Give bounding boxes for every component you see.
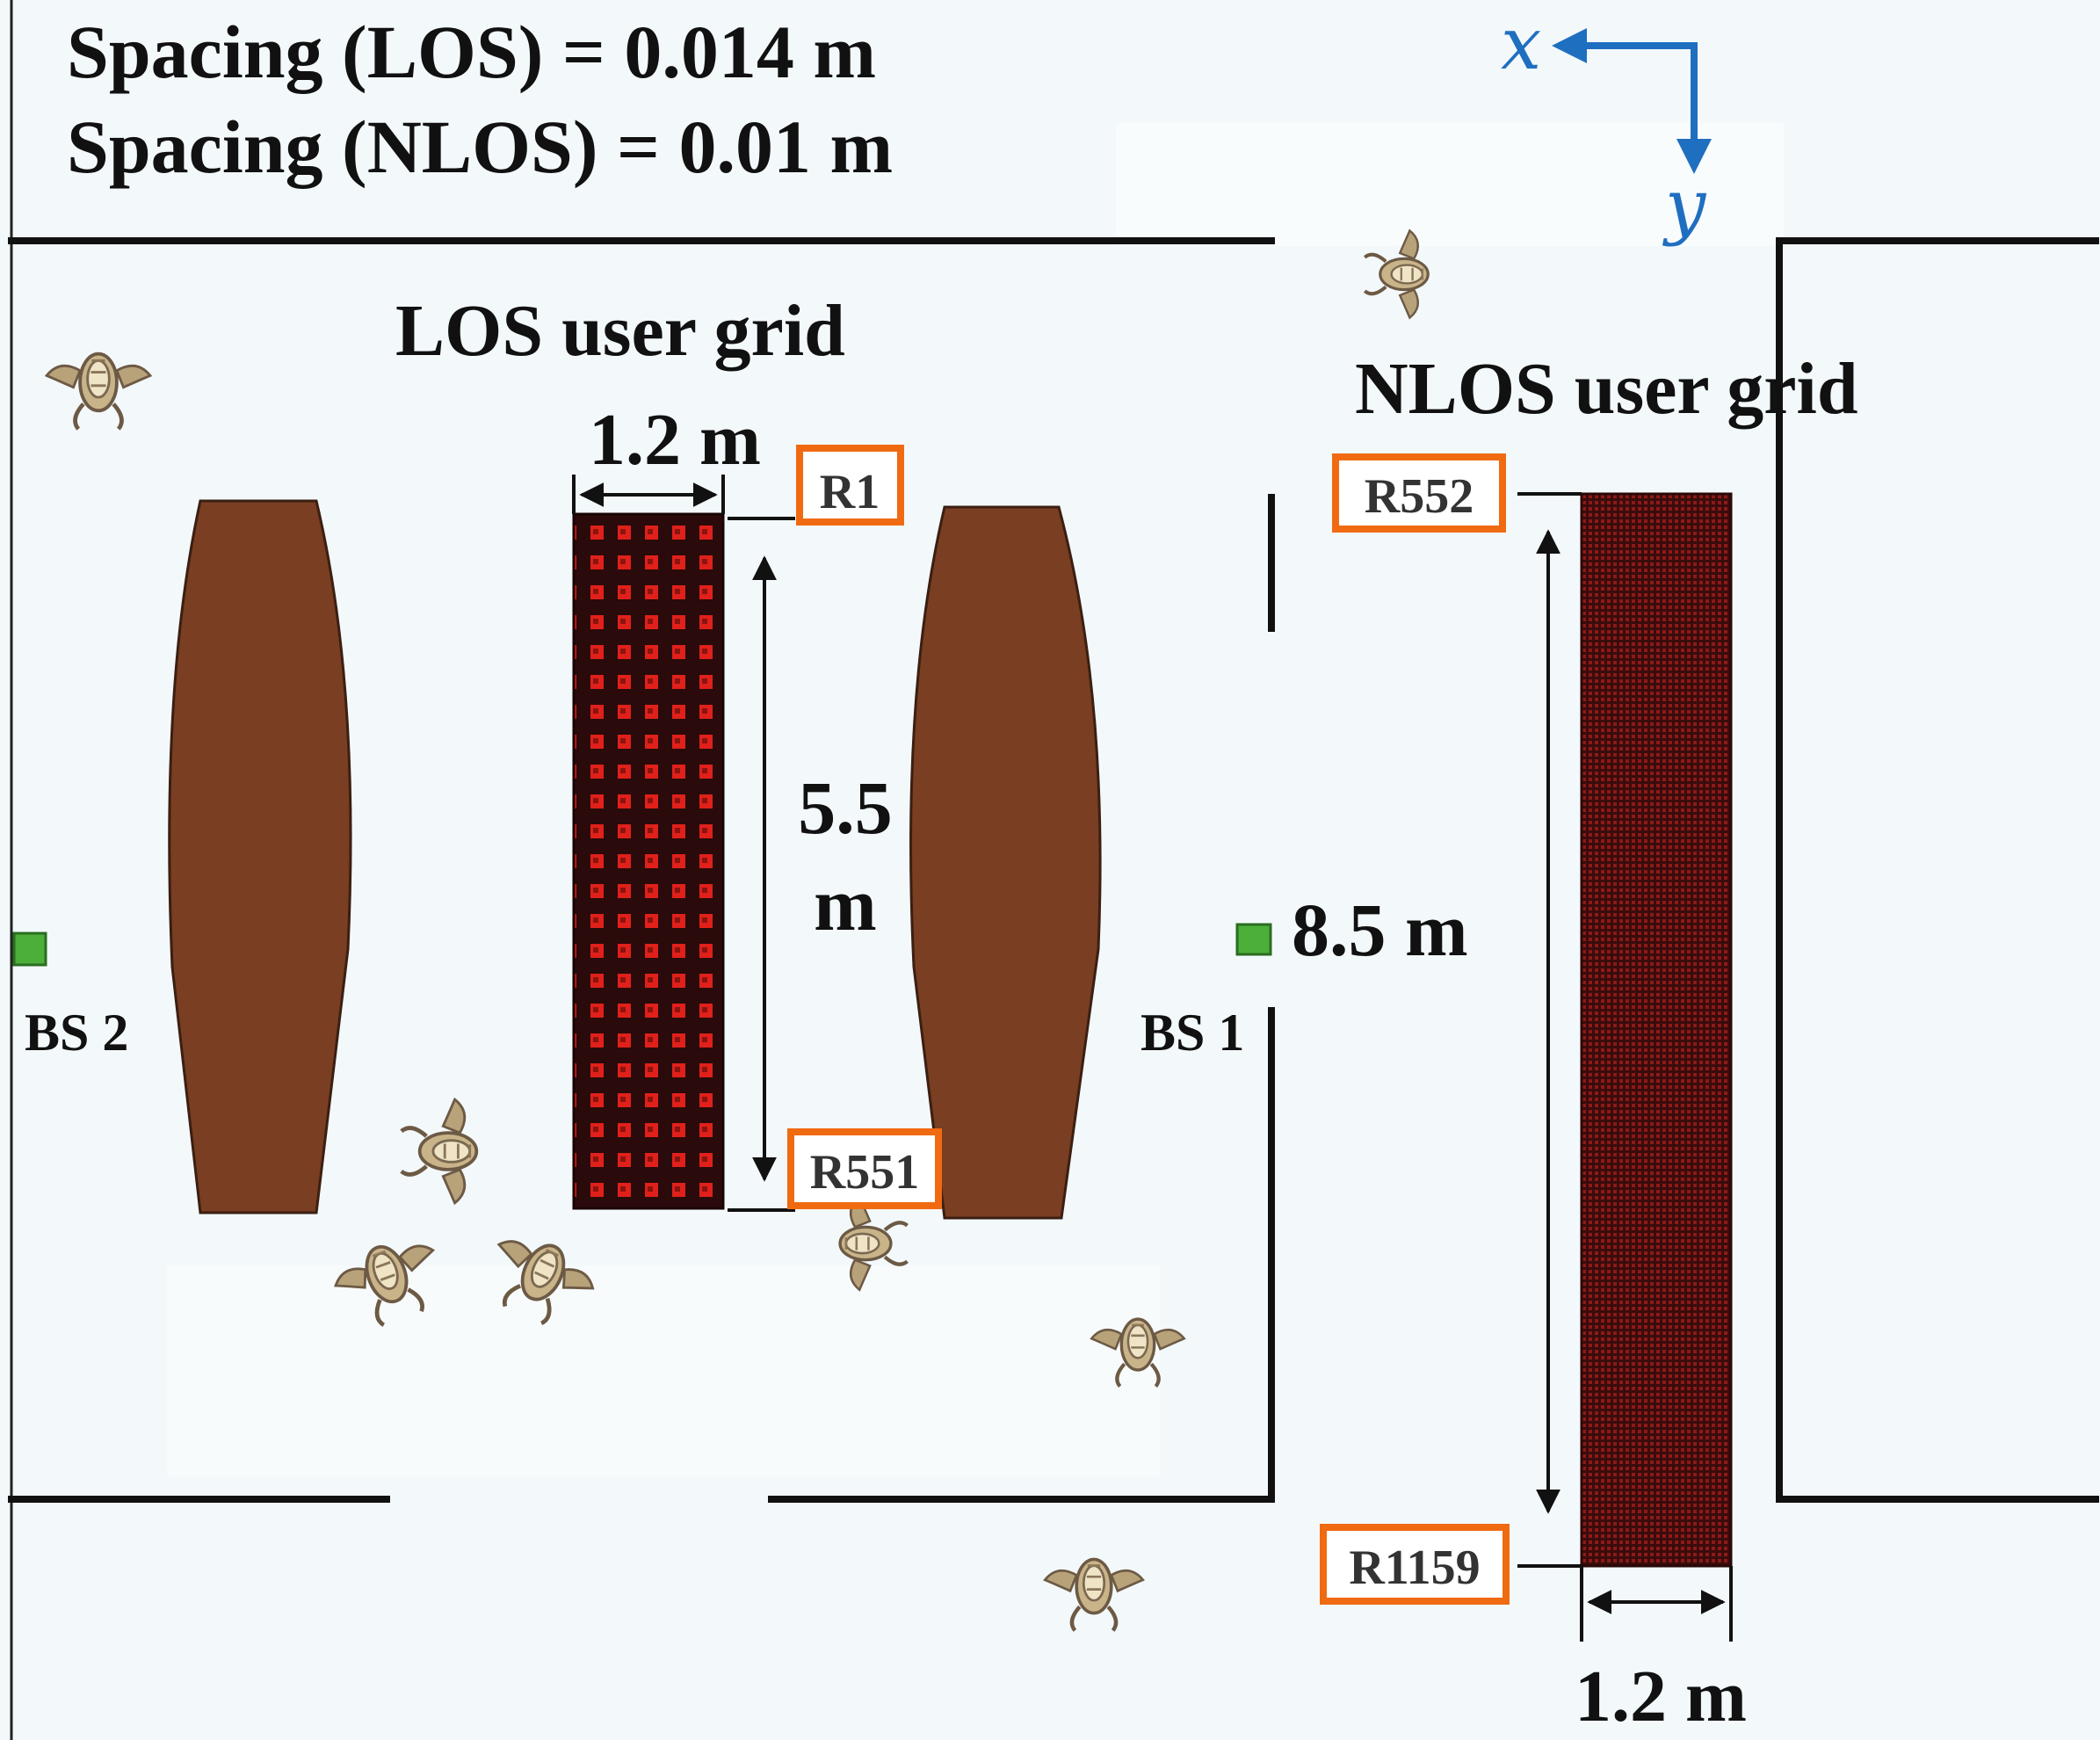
nlos-width-label: 1.2 m: [1575, 1656, 1747, 1737]
spacing-nlos-text: Spacing (NLOS) = 0.01 m: [67, 105, 893, 189]
nlos-dimensions: [1517, 492, 1733, 1642]
receiver-id-r1-text: R1: [820, 465, 880, 519]
receiver-id-r552: R552: [1332, 453, 1506, 533]
receiver-id-r551: R551: [787, 1128, 942, 1209]
walls: [8, 237, 2099, 1503]
receiver-id-r1159-box: [1320, 1524, 1510, 1605]
table-right: [909, 505, 1102, 1220]
table-left: [168, 499, 352, 1214]
nlos-grid-title: NLOS user grid: [1355, 348, 1858, 430]
lighter-patch-1: [1116, 123, 1784, 246]
receiver-id-r1: R1: [796, 445, 904, 526]
los-width-label: 1.2 m: [589, 399, 761, 481]
los-dimensions: [572, 475, 795, 1212]
los-grid-title: LOS user grid: [395, 290, 845, 372]
y-axis-label: y: [1662, 164, 1707, 248]
x-axis-label: x: [1501, 3, 1541, 86]
nlos-height-label: 8.5 m: [1292, 888, 1468, 972]
receiver-id-r1159: R1159: [1320, 1524, 1510, 1605]
base-station-2: [12, 932, 47, 967]
spacing-los-text: Spacing (LOS) = 0.014 m: [67, 10, 876, 94]
los-height-label-value: 5.5: [798, 765, 893, 850]
receiver-id-r1-box: [796, 445, 904, 526]
receiver-id-r1159-text: R1159: [1349, 1541, 1480, 1595]
los-user-grid: [572, 512, 725, 1210]
base-station-1: [1235, 923, 1272, 956]
axis-indicator: [1552, 28, 1712, 174]
bs1-label: BS 1: [1141, 1004, 1244, 1062]
receiver-id-r552-text: R552: [1365, 469, 1474, 524]
receiver-id-r551-text: R551: [810, 1145, 919, 1200]
nlos-user-grid: [1580, 492, 1733, 1568]
lighter-patch-2: [167, 1265, 1160, 1476]
los-height-label-unit: m: [814, 862, 877, 946]
receiver-id-r552-box: [1332, 453, 1506, 533]
bs2-label: BS 2: [25, 1004, 128, 1062]
receiver-id-r551-box: [787, 1128, 942, 1209]
